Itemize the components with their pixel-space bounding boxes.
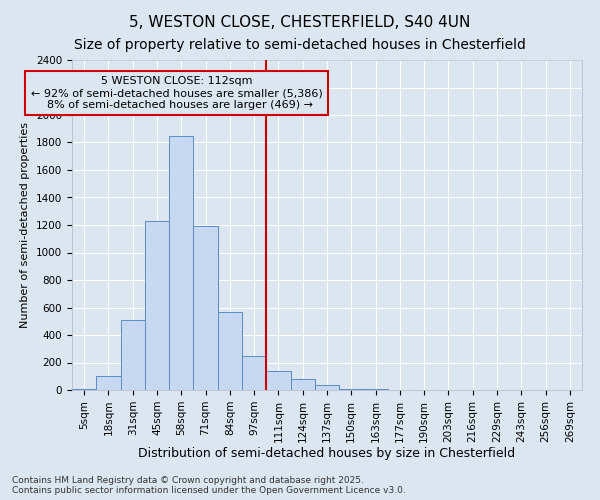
Bar (266, 371, 290, 390)
Bar (169, 136, 193, 390)
Bar (339, 388, 364, 390)
Text: Contains HM Land Registry data © Crown copyright and database right 2025.
Contai: Contains HM Land Registry data © Crown c… (12, 476, 406, 495)
Text: 5, WESTON CLOSE, CHESTERFIELD, S40 4UN: 5, WESTON CLOSE, CHESTERFIELD, S40 4UN (130, 15, 470, 30)
Y-axis label: Number of semi-detached properties: Number of semi-detached properties (20, 122, 31, 328)
Text: 5 WESTON CLOSE: 112sqm
← 92% of semi-detached houses are smaller (5,386)
  8% of: 5 WESTON CLOSE: 112sqm ← 92% of semi-det… (31, 76, 322, 110)
Bar (121, 320, 145, 390)
Bar (145, 221, 169, 390)
X-axis label: Distribution of semi-detached houses by size in Chesterfield: Distribution of semi-detached houses by … (139, 448, 515, 460)
Bar (315, 384, 339, 390)
Bar (193, 226, 218, 390)
Bar (218, 312, 242, 390)
Bar (242, 356, 266, 390)
Bar (96, 376, 121, 390)
Text: Size of property relative to semi-detached houses in Chesterfield: Size of property relative to semi-detach… (74, 38, 526, 52)
Bar (290, 379, 315, 390)
